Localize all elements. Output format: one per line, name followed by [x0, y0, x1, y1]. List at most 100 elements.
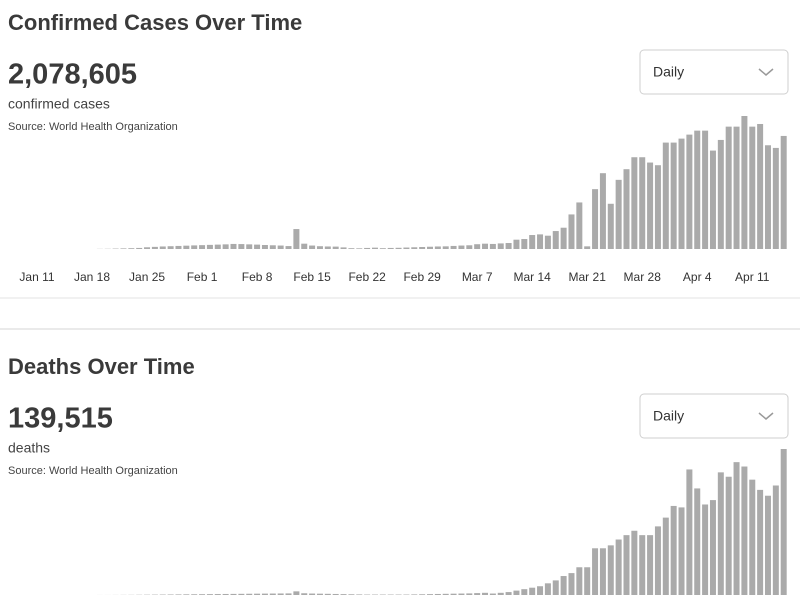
bar [521, 589, 528, 595]
bar [261, 245, 268, 249]
bar [466, 245, 473, 249]
bar [678, 138, 685, 249]
bar [599, 173, 606, 249]
bar [615, 179, 622, 249]
bar [647, 535, 654, 595]
headline-number: 2,078,605 [8, 59, 137, 91]
source: Source: World Health Organization [8, 121, 178, 133]
bar [662, 517, 669, 595]
dropdown-chevron[interactable] [758, 412, 774, 420]
bar [560, 576, 567, 595]
bar [206, 594, 213, 595]
bar [521, 239, 528, 249]
bar [576, 202, 583, 249]
bar [356, 594, 363, 595]
bar [584, 246, 591, 249]
bar [293, 591, 300, 595]
dropdown-chevron[interactable] [758, 68, 774, 76]
bar [725, 476, 732, 595]
source: Source: World Health Organization [8, 465, 178, 477]
bar [552, 231, 559, 249]
bar [136, 247, 143, 249]
x-tick-label: Feb 29 [403, 270, 441, 284]
bar [741, 466, 748, 595]
bar [238, 593, 245, 595]
bar [631, 157, 638, 249]
bar [654, 165, 661, 249]
section-title: Confirmed Cases Over Time [8, 10, 302, 35]
subtitle: deaths [8, 440, 50, 456]
bar [324, 593, 331, 595]
bar [599, 548, 606, 595]
bar [411, 247, 418, 249]
bar [560, 227, 567, 249]
bar [301, 593, 308, 595]
bar [764, 495, 771, 595]
bar [702, 130, 709, 249]
dropdown-label[interactable]: Daily [653, 64, 684, 80]
bar [474, 593, 481, 595]
bar [780, 135, 787, 249]
bar [348, 594, 355, 595]
bar [269, 245, 276, 249]
bar [199, 245, 206, 249]
bar [238, 244, 245, 249]
bar [206, 244, 213, 249]
bar [395, 247, 402, 249]
bar [191, 594, 198, 595]
bar [419, 594, 426, 595]
bar [175, 245, 182, 249]
bar [576, 567, 583, 595]
bar [686, 134, 693, 249]
bar [725, 126, 732, 249]
bar [552, 580, 559, 595]
bar [301, 243, 308, 249]
bar [285, 246, 292, 249]
bar [615, 539, 622, 595]
bar [371, 247, 378, 249]
bar [442, 593, 449, 595]
bar [670, 505, 677, 595]
bar [442, 246, 449, 249]
bar [780, 449, 787, 595]
bar [505, 592, 512, 595]
x-tick-label: Mar 21 [569, 270, 607, 284]
x-tick-label: Jan 11 [19, 270, 54, 284]
bar [151, 246, 158, 249]
bar [183, 245, 190, 249]
bar [324, 246, 331, 249]
dropdown[interactable] [639, 49, 789, 95]
bar [230, 593, 237, 595]
bar [764, 145, 771, 249]
bar [529, 235, 536, 249]
bar [120, 248, 127, 249]
bar [175, 594, 182, 595]
bar [419, 247, 426, 249]
bar [592, 548, 599, 595]
bar [458, 245, 465, 249]
bar [379, 248, 386, 249]
bar [537, 234, 544, 249]
bar [230, 243, 237, 249]
x-tick-label: Jan 18 [74, 270, 110, 284]
bar [749, 126, 756, 249]
bar [757, 489, 764, 595]
bar [717, 139, 724, 249]
headline-number: 139,515 [8, 403, 113, 435]
bar [427, 246, 433, 249]
bar [316, 593, 323, 595]
dropdown[interactable] [639, 393, 789, 439]
bar [670, 142, 677, 249]
bar [277, 593, 284, 595]
bar [222, 593, 229, 595]
bar [364, 247, 371, 249]
bar [254, 244, 261, 249]
bar [568, 573, 575, 595]
bar [254, 593, 261, 595]
bar [403, 247, 410, 249]
bar [654, 526, 661, 595]
bar [544, 235, 551, 249]
bar [332, 246, 339, 249]
dropdown-label[interactable]: Daily [653, 408, 684, 424]
